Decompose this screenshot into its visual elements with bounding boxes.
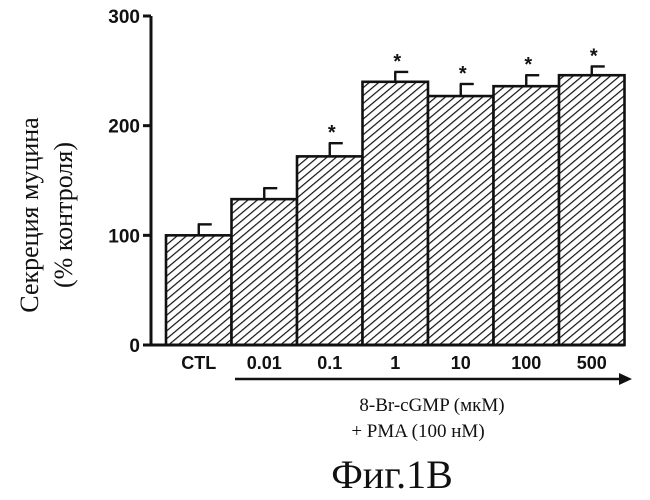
treatment-label-line2: + PMA (100 нМ) xyxy=(351,421,484,442)
y-ticks: 0 100 200 300 xyxy=(108,7,151,357)
significance-star: * xyxy=(524,54,532,76)
category-label: 0.01 xyxy=(247,353,282,373)
y-tick-label: 200 xyxy=(108,117,140,138)
y-tick-label: 100 xyxy=(108,226,140,247)
category-label: CTL xyxy=(181,353,216,373)
category-label: 1 xyxy=(390,353,400,373)
y-axis-label-line2: (% контроля) xyxy=(49,142,78,288)
category-label: 100 xyxy=(511,353,541,373)
bar-0.01 xyxy=(232,199,298,345)
bar-1 xyxy=(363,82,429,345)
category-labels: CTL 0.01 0.1 1 10 100 500 xyxy=(181,353,607,373)
bar-0.1 xyxy=(297,156,363,345)
category-label: 500 xyxy=(577,353,607,373)
figure-caption: Фиг.1В xyxy=(331,452,453,497)
bars: * * * * * xyxy=(151,45,625,345)
bar-CTL xyxy=(166,235,232,345)
significance-star: * xyxy=(459,63,467,85)
y-tick-label: 300 xyxy=(108,7,140,28)
y-tick-label: 0 xyxy=(129,336,140,357)
bar-500 xyxy=(559,75,625,345)
bar-100 xyxy=(494,86,560,345)
significance-star: * xyxy=(590,45,598,67)
treatment-label-line1: 8-Br-cGMP (мкМ) xyxy=(359,395,504,416)
category-label: 0.1 xyxy=(317,353,342,373)
bar-10 xyxy=(428,96,494,345)
y-axis-label-line1: Секреция муцина xyxy=(15,117,44,313)
significance-star: * xyxy=(328,122,336,144)
category-label: 10 xyxy=(451,353,471,373)
treatment-arrow-head xyxy=(619,373,632,385)
significance-star: * xyxy=(393,51,401,73)
